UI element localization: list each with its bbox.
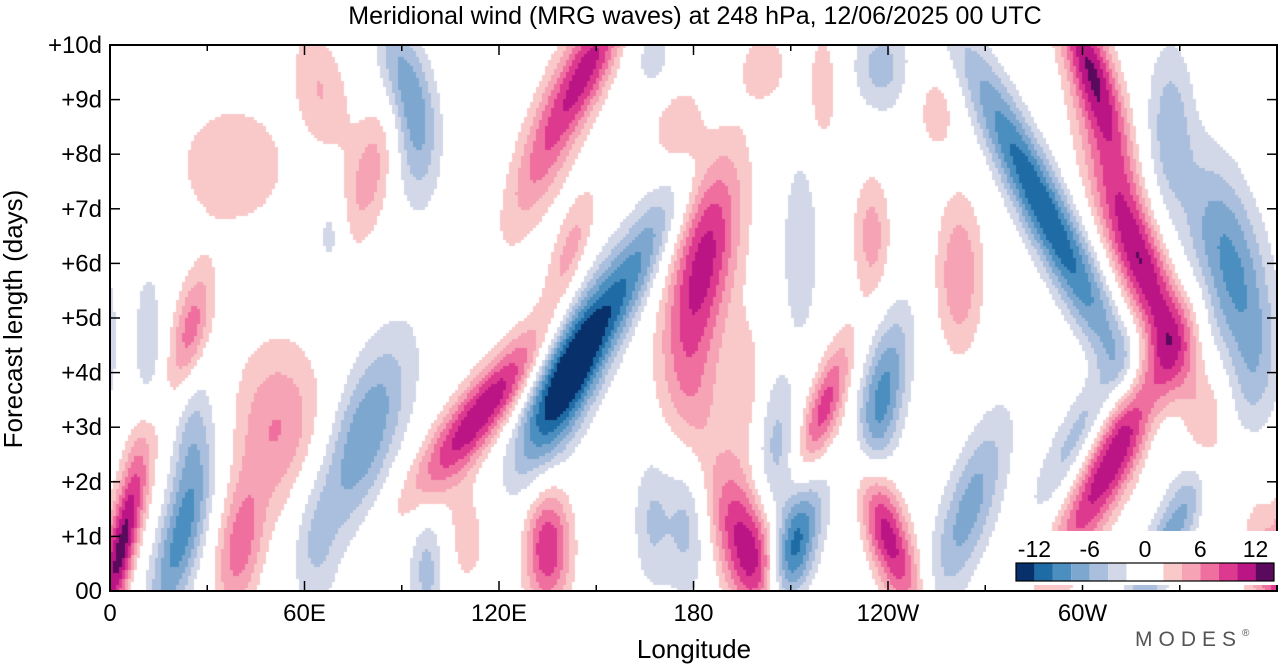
y-tick-label: 00 xyxy=(75,578,102,605)
colorbar-label: -12 xyxy=(1018,536,1051,562)
chart-title: Meridional wind (MRG waves) at 248 hPa, … xyxy=(348,2,1041,30)
x-tick-label: 0 xyxy=(103,600,116,627)
heatmap-field xyxy=(110,45,1277,591)
colorbar-swatch xyxy=(1218,563,1238,581)
colorbar-swatch xyxy=(1108,563,1127,581)
x-axis-ticks: 0 60E 120E 180 120W 60W xyxy=(103,45,1278,627)
colorbar-swatch xyxy=(1089,563,1109,581)
colorbar-swatch xyxy=(1200,563,1219,581)
modes-logo: MODES® xyxy=(1135,628,1250,651)
y-tick-label: +4d xyxy=(61,360,102,387)
x-tick-label: 180 xyxy=(673,600,713,627)
colorbar-swatch xyxy=(1052,563,1072,581)
colorbar-border xyxy=(1015,562,1275,582)
y-tick-label: +9d xyxy=(61,87,102,114)
colorbar-swatch xyxy=(1016,563,1035,581)
x-tick-label: 60W xyxy=(1058,600,1108,627)
colorbar-label: -6 xyxy=(1079,536,1099,562)
colorbar-swatch xyxy=(1255,563,1274,581)
colorbar-label: 12 xyxy=(1243,536,1269,562)
x-axis-title: Longitude xyxy=(637,634,751,664)
registered-mark: ® xyxy=(1242,628,1250,639)
colorbar-swatch xyxy=(1126,563,1164,581)
colorbar-label: 6 xyxy=(1194,536,1207,562)
x-tick-label: 60E xyxy=(283,600,326,627)
colorbar-swatch xyxy=(1034,563,1053,581)
y-axis-title: Forecast length (days) xyxy=(0,190,28,449)
y-tick-label: +10d xyxy=(48,32,102,59)
colorbar-swatch xyxy=(1071,563,1090,581)
y-tick-label: +6d xyxy=(61,250,102,277)
x-tick-label: 120E xyxy=(471,600,527,627)
y-tick-label: +5d xyxy=(61,305,102,332)
y-tick-label: +8d xyxy=(61,141,102,168)
colorbar-swatch xyxy=(1237,563,1256,581)
colorbar-swatch xyxy=(1163,563,1182,581)
modes-logo-text: MODES xyxy=(1135,628,1242,651)
heatmap-image xyxy=(110,45,1277,591)
x-tick-label: 120W xyxy=(857,600,920,627)
y-tick-label: +2d xyxy=(61,469,102,496)
y-tick-label: +3d xyxy=(61,414,102,441)
colorbar-label: 0 xyxy=(1139,536,1152,562)
colorbar: -12 -6 0 6 12 xyxy=(1010,531,1278,585)
y-tick-label: +7d xyxy=(61,196,102,223)
y-tick-label: +1d xyxy=(61,523,102,550)
y-axis-ticks: 00 +1d +2d +3d +4d +5d +6d +7d +8d +9d +10d xyxy=(48,32,1277,605)
colorbar-swatch xyxy=(1181,563,1201,581)
